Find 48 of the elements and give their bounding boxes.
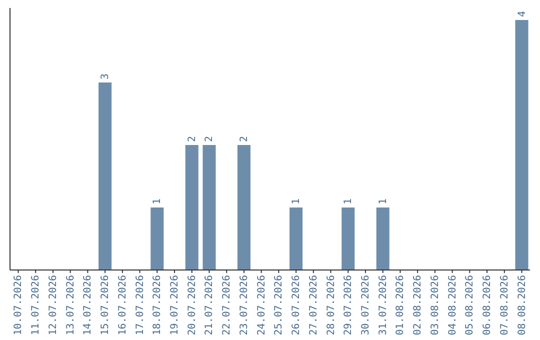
data-label: 1 <box>152 198 164 204</box>
x-tick-label: 28.07.2026 <box>326 275 337 336</box>
bar <box>290 208 303 270</box>
x-tick-label: 23.07.2026 <box>238 275 250 336</box>
data-label: 4 <box>516 10 528 17</box>
data-label: 1 <box>378 198 389 204</box>
x-tick-label: 21.07.2026 <box>204 275 216 336</box>
x-tick-label: 22.07.2026 <box>222 275 233 336</box>
bar <box>185 145 198 270</box>
x-tick-label: 11.07.2026 <box>30 275 42 336</box>
x-tick-label: 03.08.2026 <box>430 275 441 336</box>
x-tick-label: 12.07.2026 <box>48 275 59 336</box>
bar <box>237 145 250 270</box>
data-label: 2 <box>204 136 216 142</box>
x-tick-label: 26.07.2026 <box>291 275 302 336</box>
x-tick-label: 25.07.2026 <box>274 275 285 336</box>
x-tick-label: 24.07.2026 <box>256 275 268 336</box>
bar <box>202 145 216 270</box>
x-tick-label: 15.07.2026 <box>100 275 112 336</box>
x-tick-label: 27.07.2026 <box>308 275 320 336</box>
x-tick-label: 14.07.2026 <box>82 275 94 336</box>
data-label: 2 <box>238 136 250 142</box>
data-label: 2 <box>186 136 198 142</box>
x-tick-label: 10.07.2026 <box>13 275 24 336</box>
x-tick-label: 02.08.2026 <box>412 275 424 336</box>
data-label: 1 <box>291 198 302 204</box>
x-tick-label: 07.08.2026 <box>499 275 510 336</box>
x-tick-label: 30.07.2026 <box>360 275 372 336</box>
x-tick-label: 17.07.2026 <box>134 275 146 336</box>
bar <box>150 208 164 270</box>
x-tick-label: 06.08.2026 <box>482 275 494 336</box>
data-label: 3 <box>100 73 112 80</box>
x-tick-label: 20.07.2026 <box>186 275 198 336</box>
bar <box>342 208 355 270</box>
x-tick-label: 13.07.2026 <box>65 275 76 336</box>
bar <box>376 208 390 270</box>
x-tick-label: 29.07.2026 <box>343 275 354 336</box>
x-tick-label: 18.07.2026 <box>152 275 164 336</box>
bar <box>98 82 112 270</box>
x-tick-label: 04.08.2026 <box>447 275 458 336</box>
x-tick-label: 08.08.2026 <box>516 275 528 336</box>
bar <box>515 20 528 270</box>
x-tick-label: 05.08.2026 <box>464 275 476 336</box>
data-label: 1 <box>343 198 354 204</box>
x-tick-label: 01.08.2026 <box>395 275 406 336</box>
x-tick-label: 16.07.2026 <box>117 275 128 336</box>
x-tick-label: 19.07.2026 <box>170 275 181 336</box>
x-tick-label: 31.07.2026 <box>378 275 389 336</box>
